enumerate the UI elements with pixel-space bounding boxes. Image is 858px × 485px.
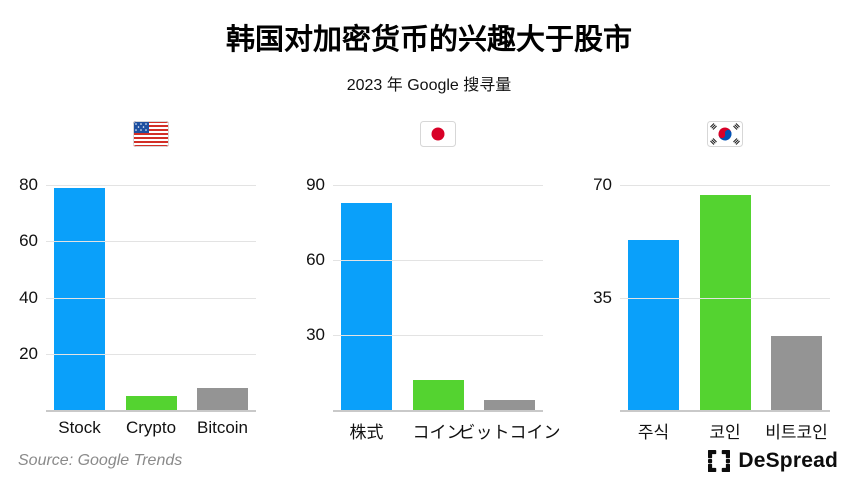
category-label: コイン	[412, 423, 464, 442]
gridline	[333, 335, 543, 336]
flag-row	[46, 121, 256, 147]
korea-flag-icon	[707, 121, 743, 147]
despread-brackets-icon	[708, 450, 731, 472]
footer: Source: Google Trends DeSpread	[18, 449, 838, 473]
page-title: 韩国对加密货币的兴趣大于股市	[225, 24, 632, 56]
chart-panel-us: 20 40 60 80 Stock Crypto Bitcoin	[6, 121, 256, 443]
y-axis: 20 40 60 80	[6, 175, 46, 412]
bar	[197, 387, 248, 410]
category-label: 株式	[349, 423, 384, 442]
category-axis: 주식 코인 비트코인	[620, 418, 830, 443]
bar	[771, 336, 822, 410]
flag-row	[620, 121, 830, 147]
category-label: 코인	[709, 423, 741, 442]
chart-body: 30 60 90	[293, 175, 543, 412]
page-subtitle: 2023 年 Google 搜寻量	[346, 77, 512, 94]
category-label: Stock	[58, 418, 101, 437]
chart-body: 20 40 60 80	[6, 175, 256, 412]
gridline	[46, 353, 256, 355]
y-axis: 35 70	[580, 175, 620, 412]
gridline	[620, 297, 830, 299]
chart-panel-korea: 35 70 주식 코인 비트코인	[580, 121, 830, 443]
category-label: 주식	[637, 423, 670, 442]
bar	[484, 400, 535, 410]
y-tick-label: 40	[19, 287, 38, 307]
y-tick-label: 35	[593, 287, 612, 307]
charts-row: 20 40 60 80 Stock Crypto Bitcoin 30 60 90 株式 コイン…	[0, 121, 858, 443]
chart-body: 35 70	[580, 175, 830, 412]
gridline	[333, 260, 543, 261]
y-tick-label: 70	[593, 175, 612, 194]
flag-row	[333, 121, 543, 147]
y-axis: 30 60 90	[293, 175, 333, 412]
gridline	[46, 297, 256, 299]
category-label: Crypto	[125, 418, 177, 437]
y-tick-label: 60	[306, 250, 325, 269]
gridline	[333, 185, 543, 186]
bar	[54, 187, 105, 410]
plot-area	[46, 185, 256, 412]
brand-logo: DeSpread	[708, 449, 838, 473]
y-tick-label: 20	[19, 343, 38, 363]
plot-area	[333, 185, 543, 412]
category-axis: Stock Crypto Bitcoin	[46, 418, 256, 438]
category-label: 비트코인	[765, 423, 828, 442]
y-tick-label: 60	[19, 231, 38, 251]
plot-area	[620, 185, 830, 412]
category-label: ビットコイン	[458, 423, 561, 442]
bar	[699, 194, 751, 410]
category-label: Bitcoin	[196, 418, 249, 437]
us-flag-icon	[133, 121, 169, 147]
bar	[412, 380, 464, 410]
y-tick-label: 80	[19, 175, 38, 194]
japan-flag-icon	[420, 121, 456, 147]
bar	[341, 202, 392, 410]
y-tick-label: 30	[306, 325, 325, 344]
chart-panel-japan: 30 60 90 株式 コイン ビットコイン	[293, 121, 561, 443]
bar	[125, 395, 177, 410]
gridline	[620, 185, 830, 186]
category-axis: 株式 コイン ビットコイン	[333, 418, 561, 443]
y-tick-label: 90	[306, 175, 325, 194]
gridline	[46, 241, 256, 243]
source-note: Source: Google Trends	[18, 452, 183, 469]
bar	[628, 239, 679, 410]
brand-name: DeSpread	[738, 449, 838, 472]
gridline	[46, 185, 256, 186]
